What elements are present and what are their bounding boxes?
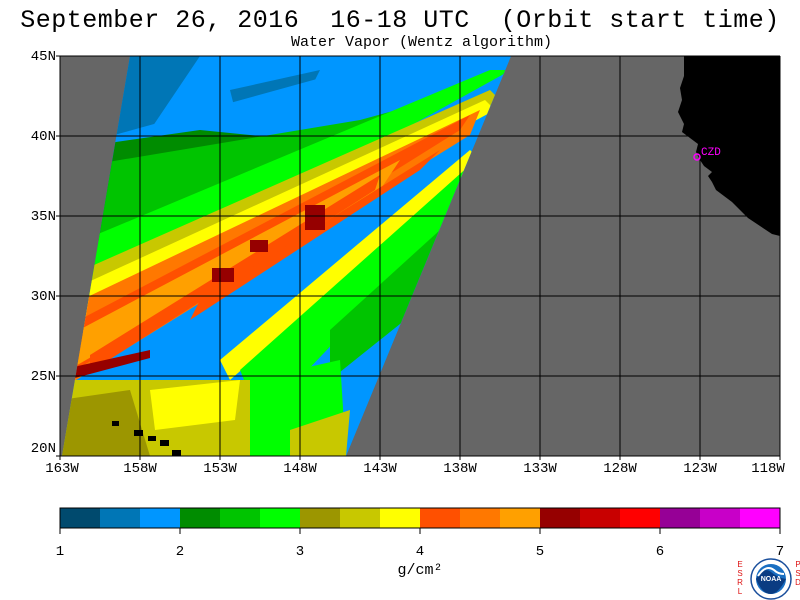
colorbar-swatch [220,508,261,528]
colorbar-ticks [59,528,781,534]
colorbar-swatch [420,508,461,528]
colorbar-swatch [380,508,421,528]
noaa-emblem-icon: NOAA [750,558,792,600]
lat-label-25n: 25N [30,369,56,385]
hawaiian-islands [112,421,181,456]
colorbar-label-3: 3 [295,544,305,560]
colorbar-label-6: 6 [655,544,665,560]
logo-left-letters: E S R L [737,560,743,596]
colorbar-swatch [620,508,661,528]
colorbar-swatch [700,508,741,528]
lat-label-35n: 35N [30,209,56,225]
colorbar-label-7: 7 [775,544,785,560]
colorbar-label-5: 5 [535,544,545,560]
graticule [59,55,781,457]
lon-label-158w: 158W [123,461,157,477]
noaa-logo: E S R L NOAA P S D [736,558,800,600]
colorbar-swatch [660,508,701,528]
lon-label-143w: 143W [363,461,397,477]
colorbar [60,508,781,528]
lon-label-163w: 163W [45,461,79,477]
axis-ticks [56,55,781,460]
map-title: September 26, 2016 16-18 UTC (Orbit star… [20,6,780,35]
colorbar-swatch [580,508,621,528]
colorbar-swatch [460,508,501,528]
lat-label-20n: 20N [30,441,56,457]
colorbar-label-1: 1 [55,544,65,560]
station-label: CZD [701,147,721,159]
lon-label-138w: 138W [443,461,477,477]
land-california [678,56,780,236]
colorbar-swatch [540,508,581,528]
colorbar-swatch [180,508,221,528]
lat-label-30n: 30N [30,289,56,305]
lon-label-123w: 123W [683,461,717,477]
lon-label-118w: 118W [751,461,785,477]
lat-label-40n: 40N [30,129,56,145]
logo-right-letters: P S D [795,560,800,587]
colorbar-swatch [500,508,541,528]
colorbar-swatch [140,508,181,528]
colorbar-label-4: 4 [415,544,425,560]
lon-label-148w: 148W [283,461,317,477]
lat-label-45n: 45N [30,49,56,65]
lon-label-128w: 128W [603,461,637,477]
colorbar-swatch [60,508,101,528]
colorbar-swatch [300,508,341,528]
colorbar-swatch [260,508,301,528]
lon-label-153w: 153W [203,461,237,477]
lon-label-133w: 133W [523,461,557,477]
map-subtitle: Water Vapor (Wentz algorithm) [290,34,553,51]
colorbar-swatch [100,508,141,528]
svg-text:NOAA: NOAA [761,576,782,583]
colorbar-label-2: 2 [175,544,185,560]
station-marker-icon [693,153,701,161]
colorbar-swatch [340,508,381,528]
colorbar-unit: g/cm² [397,562,443,579]
colorbar-swatch [740,508,781,528]
satellite-swath [62,56,511,456]
